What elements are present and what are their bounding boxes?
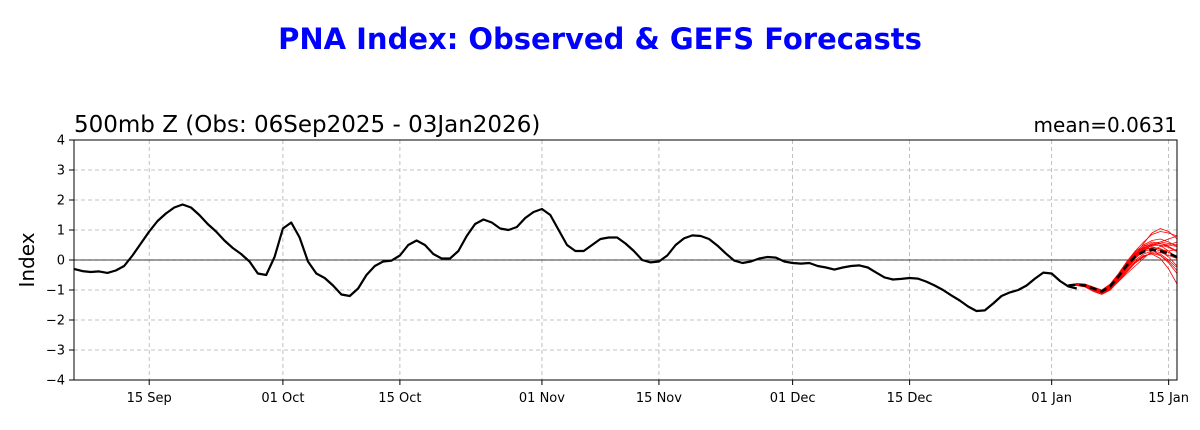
x-tick-label: 15 Oct bbox=[378, 391, 421, 406]
y-tick-label: −1 bbox=[46, 284, 65, 299]
forecast-member-line bbox=[1068, 231, 1177, 291]
y-tick-label: −3 bbox=[46, 344, 65, 359]
observed-line-layer bbox=[74, 203, 1077, 313]
y-tick-label: 2 bbox=[57, 194, 65, 209]
observed-line bbox=[74, 203, 1077, 313]
y-axis-label: Index bbox=[15, 232, 39, 287]
x-tick-label: 01 Jan bbox=[1031, 391, 1072, 406]
x-tick-label: 15 Dec bbox=[887, 391, 933, 406]
mean-label: mean=0.0631 bbox=[1034, 113, 1177, 137]
x-axis-ticks: 15 Sep 01 Oct 15 Oct 01 Nov 15 Nov 01 Dec 15 D… bbox=[127, 380, 1189, 406]
x-tick-label: 15 Jan bbox=[1148, 391, 1189, 406]
chart-subtitle: 500mb Z (Obs: 06Sep2025 - 03Jan2026) bbox=[74, 112, 540, 138]
ensemble-mean-line bbox=[1068, 248, 1177, 293]
x-tick-label: 01 Nov bbox=[519, 391, 565, 406]
y-axis-ticks: −4 −3 −2 −1 0 1 2 3 4 bbox=[46, 134, 74, 389]
y-tick-label: 4 bbox=[57, 134, 65, 149]
y-tick-label: −4 bbox=[46, 374, 65, 389]
x-tick-label: 01 Dec bbox=[770, 391, 816, 406]
x-tick-label: 15 Nov bbox=[636, 391, 682, 406]
ensemble-mean-layer bbox=[1068, 248, 1177, 293]
x-tick-label: 01 Oct bbox=[261, 391, 304, 406]
forecast-member-line bbox=[1068, 252, 1177, 295]
y-tick-label: −2 bbox=[46, 314, 65, 329]
y-tick-label: 3 bbox=[57, 164, 65, 179]
x-tick-label: 15 Sep bbox=[127, 391, 172, 406]
y-tick-label: 0 bbox=[57, 254, 65, 269]
y-tick-label: 1 bbox=[57, 224, 65, 239]
chart-title: PNA Index: Observed & GEFS Forecasts bbox=[278, 22, 922, 56]
